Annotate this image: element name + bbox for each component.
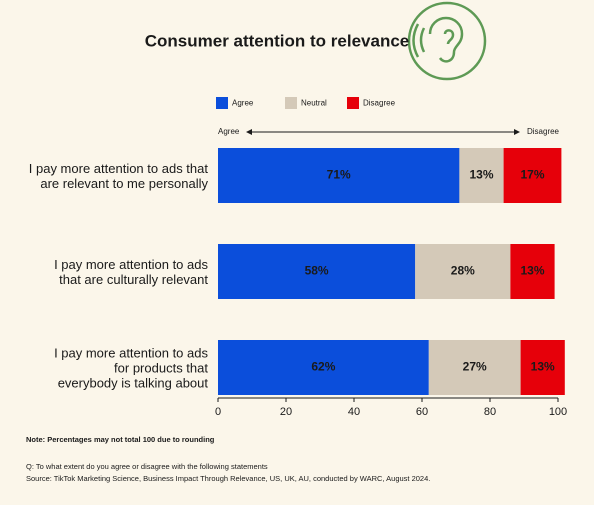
value-label: 17%: [520, 168, 544, 182]
legend-swatch: [347, 97, 359, 109]
value-label: 62%: [311, 360, 335, 374]
legend-label: Disagree: [363, 99, 396, 108]
value-label: 71%: [327, 168, 351, 182]
x-tick-label: 60: [416, 406, 428, 418]
category-label: I pay more attention to ads that are cul…: [54, 256, 208, 287]
value-label: 13%: [531, 360, 555, 374]
value-label: 13%: [469, 168, 493, 182]
note: Note: Percentages may not total 100 due …: [26, 435, 215, 444]
bar-segment: [510, 244, 555, 299]
scale-label: Disagree: [527, 127, 560, 136]
bar-segment: [459, 148, 504, 203]
bar-segment: [218, 244, 416, 299]
value-label: 13%: [520, 264, 544, 278]
category-label: I pay more attention to ads for products…: [54, 345, 208, 390]
ear-icon: [407, 1, 487, 81]
legend-swatch: [216, 97, 228, 109]
question: Q: To what extent do you agree or disagr…: [26, 462, 268, 471]
bar-segment: [218, 148, 460, 203]
bar-segment: [428, 340, 521, 395]
bar-segment: [415, 244, 511, 299]
x-tick-label: 20: [280, 406, 292, 418]
x-tick-label: 40: [348, 406, 360, 418]
category-label: I pay more attention to ads that are rel…: [28, 160, 208, 191]
legend-label: Neutral: [301, 99, 327, 108]
bar-segment: [503, 148, 562, 203]
value-label: 27%: [463, 360, 487, 374]
value-label: 58%: [305, 264, 329, 278]
chart-title: Consumer attention to relevance: [145, 31, 410, 50]
x-tick-label: 100: [549, 406, 567, 418]
scale-label: Agree: [218, 127, 240, 136]
bar-segment: [218, 340, 429, 395]
source: Source: TikTok Marketing Science, Busine…: [26, 474, 431, 483]
value-label: 28%: [451, 264, 475, 278]
x-tick-label: 0: [215, 406, 221, 418]
bar-segment: [520, 340, 565, 395]
x-tick-label: 80: [484, 406, 496, 418]
legend-label: Agree: [232, 99, 254, 108]
legend-swatch: [285, 97, 297, 109]
